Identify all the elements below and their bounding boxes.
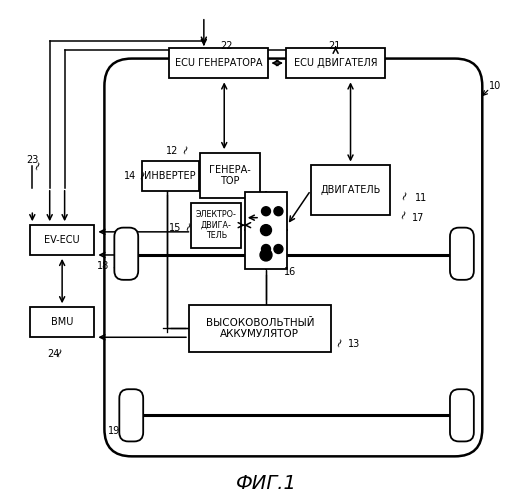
Text: ~: ~ [396, 207, 412, 222]
Text: 23: 23 [26, 156, 38, 166]
Text: 14: 14 [123, 172, 136, 181]
Circle shape [261, 224, 271, 235]
FancyBboxPatch shape [169, 48, 269, 78]
Text: ~: ~ [331, 334, 347, 348]
Circle shape [274, 244, 283, 254]
Text: 19: 19 [453, 426, 466, 436]
FancyBboxPatch shape [30, 225, 95, 255]
Text: 11: 11 [415, 193, 427, 203]
Circle shape [260, 249, 272, 261]
FancyBboxPatch shape [142, 162, 199, 192]
FancyBboxPatch shape [104, 58, 483, 456]
Text: ГЕНЕРА-
ТОР: ГЕНЕРА- ТОР [209, 164, 251, 186]
Text: 18: 18 [97, 261, 110, 271]
Text: ФИГ.1: ФИГ.1 [236, 474, 296, 493]
Text: ДВИГАТЕЛЬ: ДВИГАТЕЛЬ [320, 186, 381, 196]
Circle shape [274, 206, 283, 216]
Text: 17: 17 [412, 212, 424, 222]
Circle shape [262, 206, 270, 216]
Text: 12: 12 [165, 146, 178, 156]
Text: ~: ~ [30, 158, 46, 172]
Text: ~: ~ [397, 188, 413, 202]
FancyBboxPatch shape [311, 166, 390, 215]
FancyBboxPatch shape [450, 389, 474, 442]
Text: 21: 21 [328, 41, 341, 51]
FancyBboxPatch shape [30, 307, 95, 337]
Text: EV-ECU: EV-ECU [44, 235, 80, 245]
Text: ЭЛЕКТРО-
ДВИГА-
ТЕЛЬ: ЭЛЕКТРО- ДВИГА- ТЕЛЬ [196, 210, 237, 240]
FancyBboxPatch shape [114, 228, 138, 280]
Text: 10: 10 [488, 81, 501, 91]
Text: 19: 19 [107, 426, 120, 436]
Text: ИНВЕРТЕР: ИНВЕРТЕР [145, 172, 196, 181]
Text: 13: 13 [348, 340, 360, 349]
Text: ~: ~ [119, 422, 135, 436]
FancyBboxPatch shape [201, 153, 260, 198]
Text: ~: ~ [52, 344, 68, 358]
Text: BMU: BMU [51, 317, 73, 327]
Text: ~: ~ [108, 257, 124, 271]
FancyBboxPatch shape [119, 389, 143, 442]
Text: 16: 16 [284, 268, 296, 278]
Text: ~: ~ [180, 218, 196, 233]
Text: ВЫСОКОВОЛЬТНЫЙ
АККУМУЛЯТОР: ВЫСОКОВОЛЬТНЫЙ АККУМУЛЯТОР [205, 318, 314, 339]
Text: ECU ГЕНЕРАТОРА: ECU ГЕНЕРАТОРА [175, 58, 262, 68]
Text: 18: 18 [453, 261, 466, 271]
Text: 22: 22 [220, 41, 232, 51]
FancyBboxPatch shape [450, 228, 474, 280]
FancyBboxPatch shape [245, 192, 287, 268]
FancyBboxPatch shape [189, 304, 331, 352]
Text: ~: ~ [178, 142, 193, 156]
Circle shape [262, 244, 270, 254]
FancyBboxPatch shape [192, 203, 241, 248]
Text: ECU ДВИГАТЕЛЯ: ECU ДВИГАТЕЛЯ [294, 58, 377, 68]
Text: 24: 24 [47, 350, 60, 360]
Text: 15: 15 [169, 222, 181, 232]
Text: ~: ~ [135, 168, 151, 181]
FancyBboxPatch shape [286, 48, 385, 78]
